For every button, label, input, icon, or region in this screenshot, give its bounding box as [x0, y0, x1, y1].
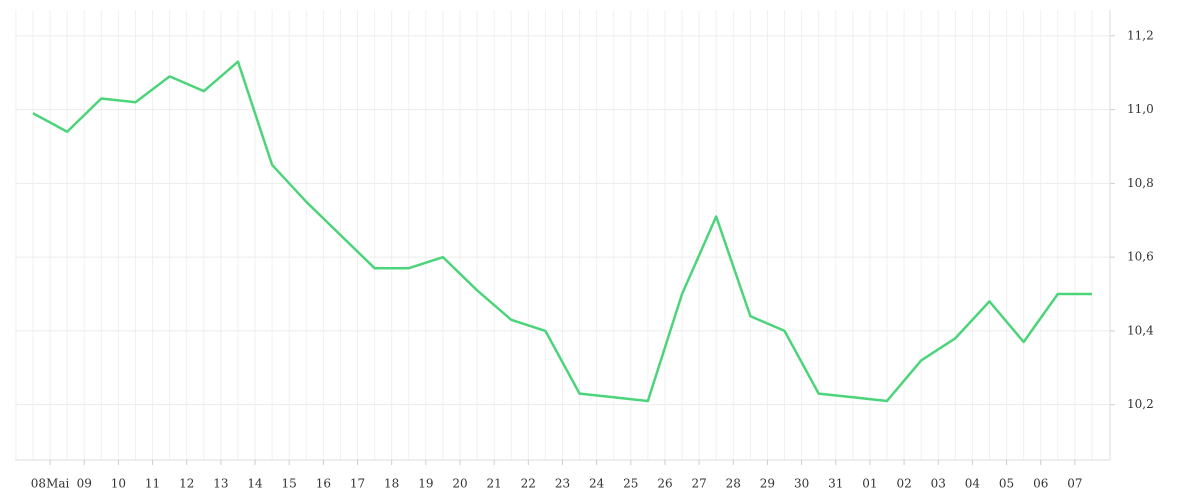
- y-tick-label: 10,2: [1127, 397, 1154, 411]
- x-tick-label: 19: [418, 477, 433, 491]
- x-tick-label: 10: [111, 477, 126, 491]
- y-tick-label: 10,4: [1127, 323, 1154, 337]
- x-tick-label: 17: [350, 477, 365, 491]
- x-tick-label: 23: [555, 477, 570, 491]
- price-line: [32, 60, 1092, 403]
- x-tick-label: 28: [726, 477, 741, 491]
- x-tick-label: 18: [384, 477, 399, 491]
- x-tick-label: 15: [282, 477, 297, 491]
- x-tick-label: 13: [213, 477, 228, 491]
- y-tick-label: 10,8: [1127, 176, 1154, 190]
- x-tick-label: 24: [589, 477, 605, 491]
- x-tick-label: 02: [896, 477, 911, 491]
- x-tick-label: 06: [1033, 477, 1048, 491]
- x-tick-label: 11: [145, 477, 160, 491]
- x-tick-label: 05: [999, 477, 1014, 491]
- x-tick-label: 27: [691, 477, 706, 491]
- y-tick-label: 11,0: [1127, 102, 1154, 116]
- y-tick-label: 11,2: [1127, 28, 1154, 42]
- x-tick-label: 31: [828, 477, 843, 491]
- x-tick-label: 22: [521, 477, 536, 491]
- x-tick-label: 01: [862, 477, 877, 491]
- x-tick-label: 26: [657, 477, 672, 491]
- x-tick-label: 30: [794, 477, 809, 491]
- x-tick-label: 09: [77, 477, 92, 491]
- x-tick-label: 14: [247, 477, 263, 491]
- x-tick-label: 21: [487, 477, 502, 491]
- x-tick-label: 16: [316, 477, 331, 491]
- x-tick-label: 03: [931, 477, 946, 491]
- x-tick-label: 04: [965, 477, 981, 491]
- x-tick-label: 07: [1067, 477, 1082, 491]
- x-tick-label: 29: [760, 477, 775, 491]
- x-tick-label: 25: [623, 477, 638, 491]
- x-tick-label: 20: [452, 477, 467, 491]
- y-tick-label: 10,6: [1127, 250, 1154, 264]
- x-tick-label: 08Mai: [31, 477, 70, 491]
- x-tick-label: 12: [179, 477, 194, 491]
